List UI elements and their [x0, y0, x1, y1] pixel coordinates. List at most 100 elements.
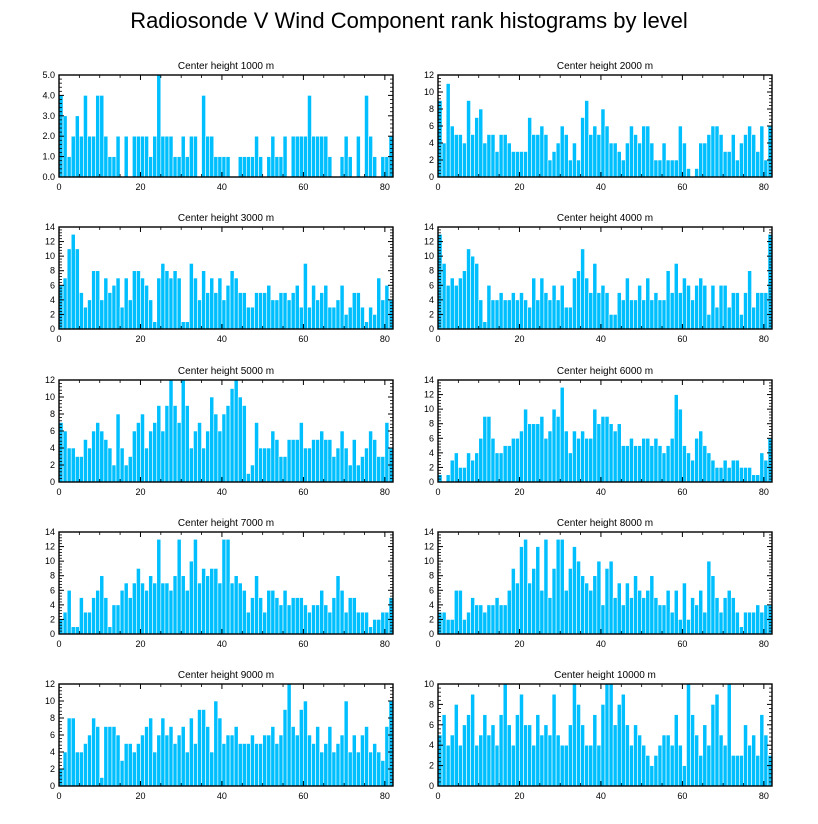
histogram-bar: [368, 430, 373, 483]
histogram-bar: [620, 445, 626, 483]
x-tick-label: 20: [135, 639, 145, 649]
histogram-bar: [115, 734, 121, 787]
histogram-bar: [193, 277, 198, 330]
histogram-bar: [763, 459, 769, 483]
histogram-bar: [213, 700, 219, 787]
y-tick-label: 4: [50, 295, 55, 305]
histogram-bar: [486, 416, 492, 483]
histogram-bar: [641, 437, 647, 483]
histogram-bar: [278, 456, 284, 483]
histogram-panel-9: Center height 9000 m 0 2 4 6 8 10 12 0 20 40 60 80: [45, 670, 394, 801]
histogram-bar: [290, 292, 296, 330]
histogram-bar: [111, 284, 117, 330]
histogram-bar: [592, 263, 598, 330]
histogram-bar: [612, 724, 618, 787]
histogram-bar: [282, 456, 288, 483]
histogram-bar: [372, 743, 378, 787]
histogram-bar: [339, 734, 345, 787]
histogram-bar: [339, 156, 345, 178]
histogram-bar: [449, 734, 455, 787]
histogram-bar: [531, 277, 537, 330]
histogram-bar: [274, 439, 280, 483]
histogram-bar: [160, 430, 166, 483]
histogram-bar: [372, 619, 378, 635]
x-tick-label: 80: [380, 791, 390, 801]
histogram-bar: [368, 135, 373, 178]
histogram-bar: [600, 604, 606, 635]
panel-title: Center height 1000 m: [178, 61, 274, 72]
histogram-bar: [441, 263, 447, 330]
histogram-bar: [205, 135, 211, 178]
histogram-bar: [160, 263, 166, 330]
histogram-bar: [241, 743, 247, 787]
histogram-bar: [576, 270, 581, 330]
y-tick-label: 12: [45, 375, 55, 385]
histogram-bar: [225, 734, 231, 787]
histogram-bar: [160, 582, 166, 635]
histogram-bar: [641, 125, 647, 178]
histogram-bar: [331, 306, 337, 330]
histogram-bar: [580, 724, 585, 787]
histogram-panel-5: Center height 5000 m 0 2 4 6 8 10 12 0 20 40 60 80: [45, 366, 394, 497]
histogram-bar: [584, 437, 590, 483]
histogram-bar: [694, 168, 699, 178]
histogram-bar: [665, 589, 671, 635]
histogram-bar: [759, 611, 765, 635]
histogram-bar: [66, 248, 72, 330]
histogram-bar: [445, 83, 451, 178]
histogram-bar: [596, 134, 602, 178]
histogram-bar: [303, 135, 308, 178]
histogram-bar: [95, 95, 101, 178]
histogram-bar: [278, 734, 284, 787]
histogram-bar: [445, 744, 451, 787]
histogram-bar: [266, 734, 272, 787]
figure-title: Radiosonde V Wind Component rank histogr…: [130, 8, 688, 33]
x-tick-label: 80: [380, 639, 390, 649]
histogram-bar: [266, 589, 272, 635]
histogram-bar: [645, 125, 651, 178]
histogram-bar: [201, 568, 206, 635]
panel-title: Center height 10000 m: [554, 670, 656, 681]
histogram-bar: [278, 604, 284, 635]
histogram-bar: [458, 134, 463, 178]
histogram-bar: [351, 292, 357, 330]
histogram-bar: [237, 156, 243, 178]
histogram-bar: [596, 744, 602, 787]
histogram-bar: [535, 299, 541, 330]
histogram-bar: [180, 379, 186, 483]
histogram-bar: [107, 156, 113, 178]
histogram-bar: [608, 560, 614, 635]
histogram-bar: [132, 430, 137, 483]
histogram-bar: [152, 751, 158, 787]
histogram-bar: [205, 430, 211, 483]
histogram-bar: [568, 159, 573, 178]
y-tick-label: 14: [424, 375, 434, 385]
histogram-bar: [665, 159, 671, 178]
histogram-bar: [286, 683, 292, 787]
histogram-bar: [229, 582, 235, 635]
histogram-bar: [458, 589, 463, 635]
histogram-bar: [555, 734, 561, 787]
histogram-bar: [205, 726, 211, 787]
histogram-bar: [95, 726, 101, 787]
histogram-bar: [739, 467, 744, 483]
x-tick-label: 60: [298, 334, 308, 344]
histogram-bar: [164, 135, 170, 178]
histogram-bar: [144, 284, 149, 330]
histogram-bar: [755, 292, 761, 330]
histogram-bar: [739, 314, 744, 330]
histogram-bar: [449, 125, 455, 178]
histogram-bar: [682, 277, 687, 330]
y-tick-label: 6: [429, 121, 434, 131]
histogram-bar: [710, 125, 716, 178]
histogram-bar: [686, 284, 691, 330]
histogram-bar: [201, 709, 206, 787]
histogram-bar: [99, 299, 105, 330]
histogram-bar: [604, 683, 610, 787]
histogram-bar: [176, 734, 182, 787]
histogram-bar: [441, 611, 447, 635]
histogram-bar: [66, 589, 72, 635]
x-tick-label: 80: [759, 334, 769, 344]
histogram-bar: [625, 724, 630, 787]
